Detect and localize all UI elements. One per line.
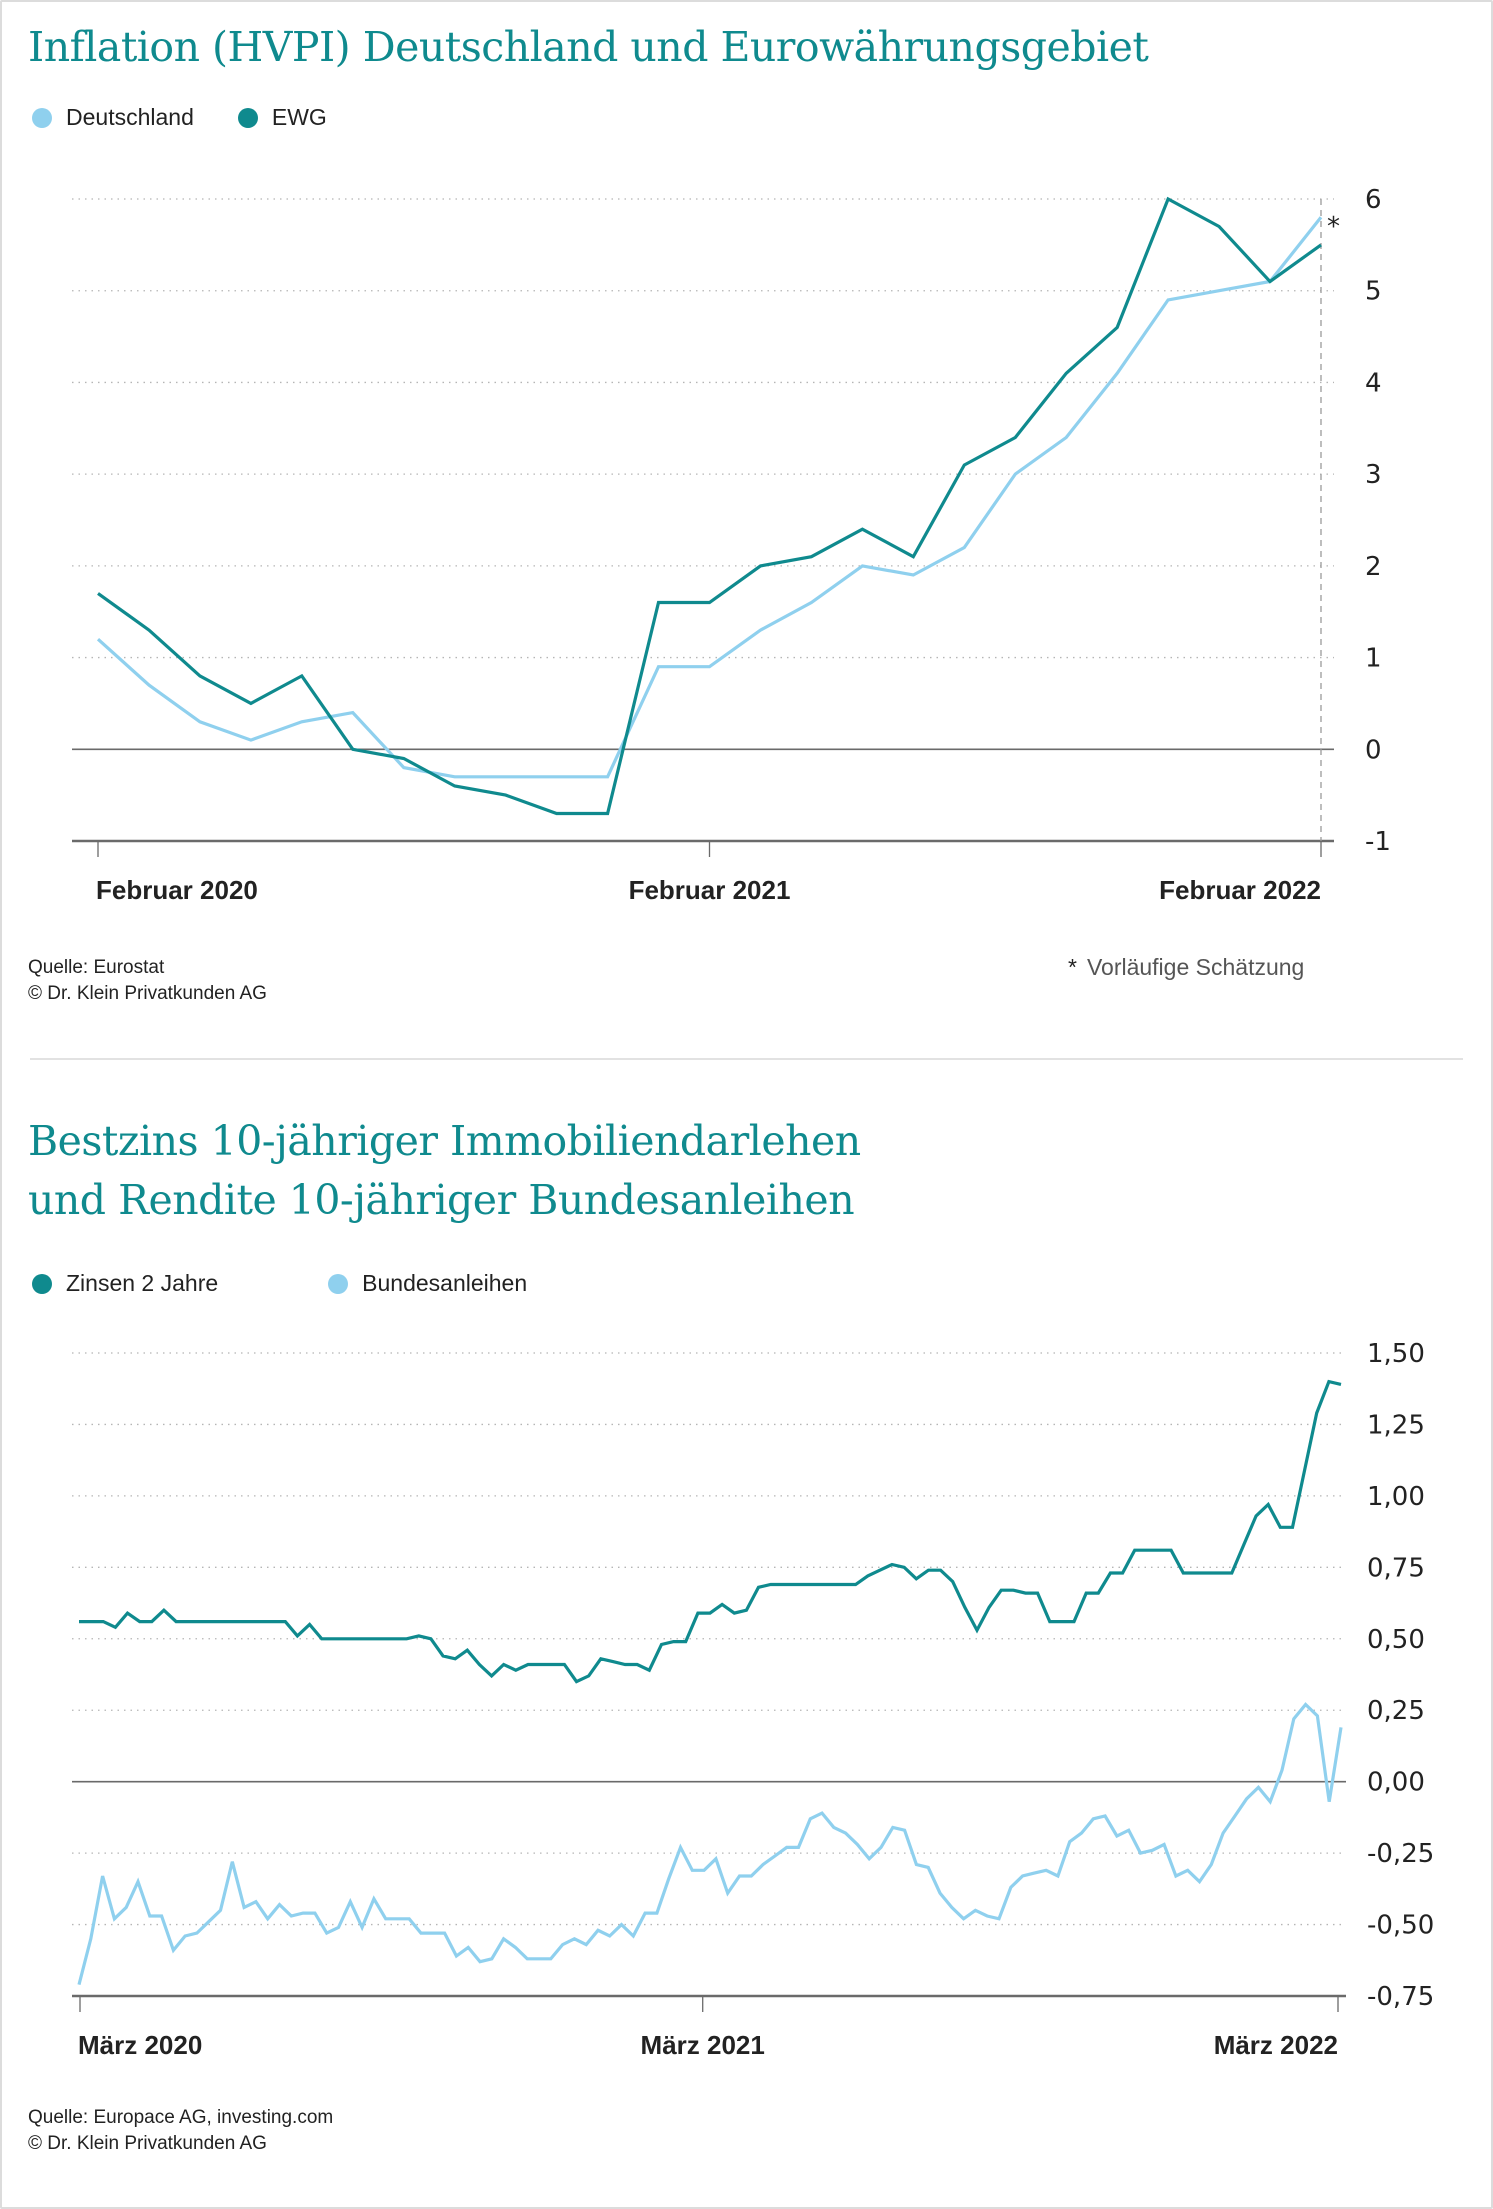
chart2-title-line2: und Rendite 10-jähriger Bundesanleihen — [28, 1176, 855, 1224]
legend-item-deutschland: Deutschland — [32, 104, 194, 131]
estimate-note-text: Vorläufige Schätzung — [1086, 954, 1305, 980]
chart1-copyright: © Dr. Klein Privatkunden AG — [28, 983, 267, 1004]
series-line-deutschland — [96, 216, 1323, 779]
legend-label-bundesanleihen: Bundesanleihen — [362, 1270, 528, 1296]
chart2-series — [77, 1379, 1343, 1985]
legend-label-ewg: EWG — [271, 104, 327, 130]
legend-dot-bundesanleihen-icon — [328, 1273, 349, 1294]
legend-item-zinsen: Zinsen 2 Jahre — [32, 1270, 218, 1297]
x-tick-label: März 2021 — [641, 2030, 765, 2060]
estimate-note-marker: * — [1068, 954, 1077, 980]
chart2-source: Quelle: Europace AG, investing.com — [28, 2107, 334, 2128]
chart1-title: Inflation (HVPI) Deutschland und Eurowäh… — [28, 23, 1149, 71]
chart1-series — [96, 196, 1323, 816]
x-tick-label: Februar 2020 — [96, 875, 258, 905]
section-divider — [30, 1058, 1463, 1060]
y-tick-label: 0,75 — [1367, 1553, 1425, 1583]
y-tick-label: 0,00 — [1367, 1768, 1425, 1798]
chart2-title-line1: Bestzins 10-jähriger Immobiliendarlehen — [28, 1117, 861, 1165]
y-tick-label: 1 — [1365, 644, 1382, 674]
series-line-ewg — [97, 196, 1322, 816]
y-tick-label: -1 — [1365, 827, 1391, 857]
y-tick-label: 1,25 — [1367, 1410, 1425, 1440]
x-tick-label: März 2020 — [78, 2030, 202, 2060]
y-tick-label: 1,50 — [1367, 1339, 1425, 1369]
chart2-plot: -0,75 -0,50 -0,25 0,00 0,25 0,50 0,75 1,00 1,25 1… — [72, 1339, 1434, 2060]
y-tick-label: 4 — [1365, 368, 1382, 398]
chart2-legend: Zinsen 2 Jahre Bundesanleihen — [32, 1270, 571, 1297]
series-line-bundesanleihen — [77, 1702, 1343, 1985]
chart2-y-axis: -0,75 -0,50 -0,25 0,00 0,25 0,50 0,75 1,00 1,25 1… — [1367, 1339, 1434, 2012]
estimate-note: * Vorläufige Schätzung — [1068, 954, 1304, 981]
y-tick-label: 2 — [1365, 552, 1382, 582]
legend-item-ewg: EWG — [237, 104, 327, 131]
legend-label-deutschland: Deutschland — [66, 104, 194, 130]
x-tick-label: März 2022 — [1214, 2030, 1338, 2060]
y-tick-label: -0,50 — [1367, 1911, 1434, 1941]
legend-label-zinsen: Zinsen 2 Jahre — [66, 1270, 219, 1296]
chart1-legend: Deutschland EWG — [32, 104, 371, 131]
chart1-source: Quelle: Eurostat — [28, 957, 165, 978]
legend-item-bundesanleihen: Bundesanleihen — [328, 1270, 527, 1297]
estimate-asterisk: * — [1327, 212, 1340, 242]
chart2-footer: Quelle: Europace AG, investing.com © Dr.… — [28, 2105, 333, 2157]
chart1-x-axis: Februar 2020 Februar 2021 Februar 2022 — [96, 841, 1322, 905]
y-tick-label: 0,50 — [1367, 1625, 1425, 1655]
chart2-x-axis: März 2020 März 2021 März 2022 — [78, 1996, 1339, 2060]
chart2-copyright: © Dr. Klein Privatkunden AG — [28, 2133, 267, 2154]
chart2-gridlines — [72, 1352, 1346, 1998]
y-tick-label: 0 — [1365, 735, 1382, 765]
y-tick-label: 5 — [1365, 277, 1382, 307]
y-tick-label: -0,25 — [1367, 1839, 1434, 1869]
legend-dot-deutschland-icon — [32, 107, 52, 128]
chart1-y-axis: -1 0 1 2 3 4 5 6 — [1365, 185, 1391, 857]
x-tick-label: Februar 2021 — [629, 875, 791, 905]
x-tick-label: Februar 2022 — [1159, 875, 1321, 905]
y-tick-label: 6 — [1365, 185, 1382, 215]
y-tick-label: 0,25 — [1367, 1696, 1425, 1726]
series-line-zinsen-2-jahre — [79, 1379, 1342, 1684]
legend-dot-ewg-icon — [237, 107, 258, 128]
y-tick-label: -0,75 — [1367, 1982, 1434, 2012]
chart1-footer: Quelle: Eurostat © Dr. Klein Privatkunde… — [28, 955, 267, 1007]
chart1-gridlines — [72, 198, 1334, 843]
y-tick-label: 1,00 — [1367, 1482, 1425, 1512]
legend-dot-zinsen-icon — [32, 1273, 52, 1294]
y-tick-label: 3 — [1365, 460, 1382, 490]
